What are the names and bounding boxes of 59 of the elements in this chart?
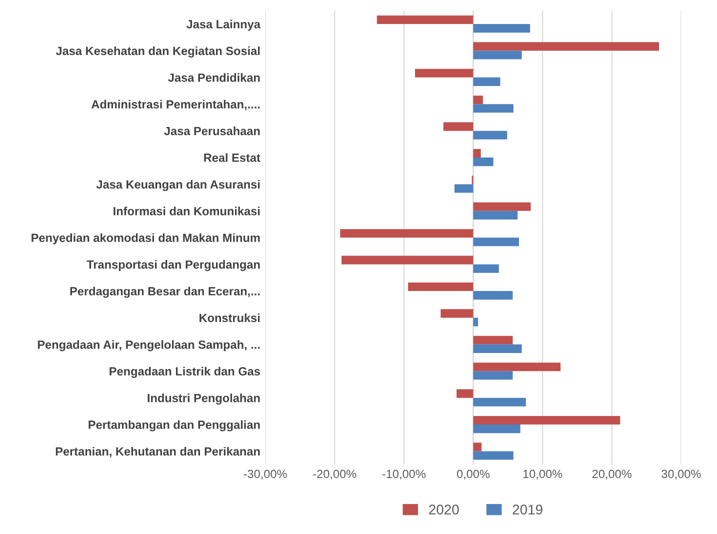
bar [473,96,483,104]
y-tick-label: Jasa Keuangan dan Asuransi [96,180,260,192]
y-tick-label: Jasa Pendidikan [168,73,260,82]
x-tick-label: 0,00% [456,470,490,480]
y-tick-label: Pertanian, Kehutanan dan Perikanan [56,446,260,458]
legend-label: 2019 [512,504,542,515]
y-tick-label: Jasa Lainnya [186,20,261,31]
bar [473,202,531,211]
bar [473,42,659,51]
bar [473,158,494,166]
bar [473,318,478,326]
bar [408,282,474,292]
x-tick-label: 20,00% [592,470,632,480]
y-tick-label: Real Estat [204,153,260,162]
bar [473,130,508,140]
x-tick-label: -10,00% [382,470,426,480]
y-tick-label: Jasa Kesehatan dan Kegiatan Sosial [56,46,260,58]
bar [454,184,474,193]
bar [443,122,474,131]
x-tick-label: -20,00% [313,470,356,480]
y-tick-label: Perdagangan Besar dan Eceran,... [70,286,260,298]
bar [473,442,482,452]
bar [440,309,474,318]
bar [473,77,500,86]
bar [456,389,474,398]
bar [473,210,518,220]
bar [415,68,474,78]
bar [473,291,513,300]
x-tick-label: 10,00% [523,470,562,480]
y-tick-label: Jasa Perusahaan [164,126,260,136]
bar [473,336,513,344]
y-tick-label: Informasi dan Komunikasi [114,206,260,216]
bar [473,371,513,380]
bar [473,416,620,425]
y-tick-label: Konstruksi [200,313,260,322]
bar [342,256,474,264]
y-tick-label: Pertambangan dan Penggalian [88,420,260,432]
y-tick-label: Penyedian akomodasi dan Makan Minum [32,233,260,244]
x-tick-label: 30,00% [662,470,701,480]
bar [473,24,530,33]
legend-label: 2020 [429,504,459,515]
y-tick-label: Pengadaan Air, Pengelolaan Sampah, ... [38,340,260,352]
bar [473,104,514,113]
bar [473,238,519,246]
y-tick-label: Administrasi Pemerintahan,.... [91,100,260,110]
bar [473,344,522,353]
y-tick-label: Transportasi dan Pergudangan [86,260,260,272]
bar [473,362,561,372]
bar [473,264,499,273]
bar [473,424,520,434]
bar [473,148,481,158]
y-tick-label: Industri Pengolahan [148,394,260,405]
x-tick-label: -30,00% [244,470,287,480]
bar [340,229,474,238]
bar [473,50,522,60]
bar [473,398,526,406]
y-tick-label: Pengadaan Listrik dan Gas [110,366,260,378]
bar [473,451,514,460]
bar [376,15,474,24]
